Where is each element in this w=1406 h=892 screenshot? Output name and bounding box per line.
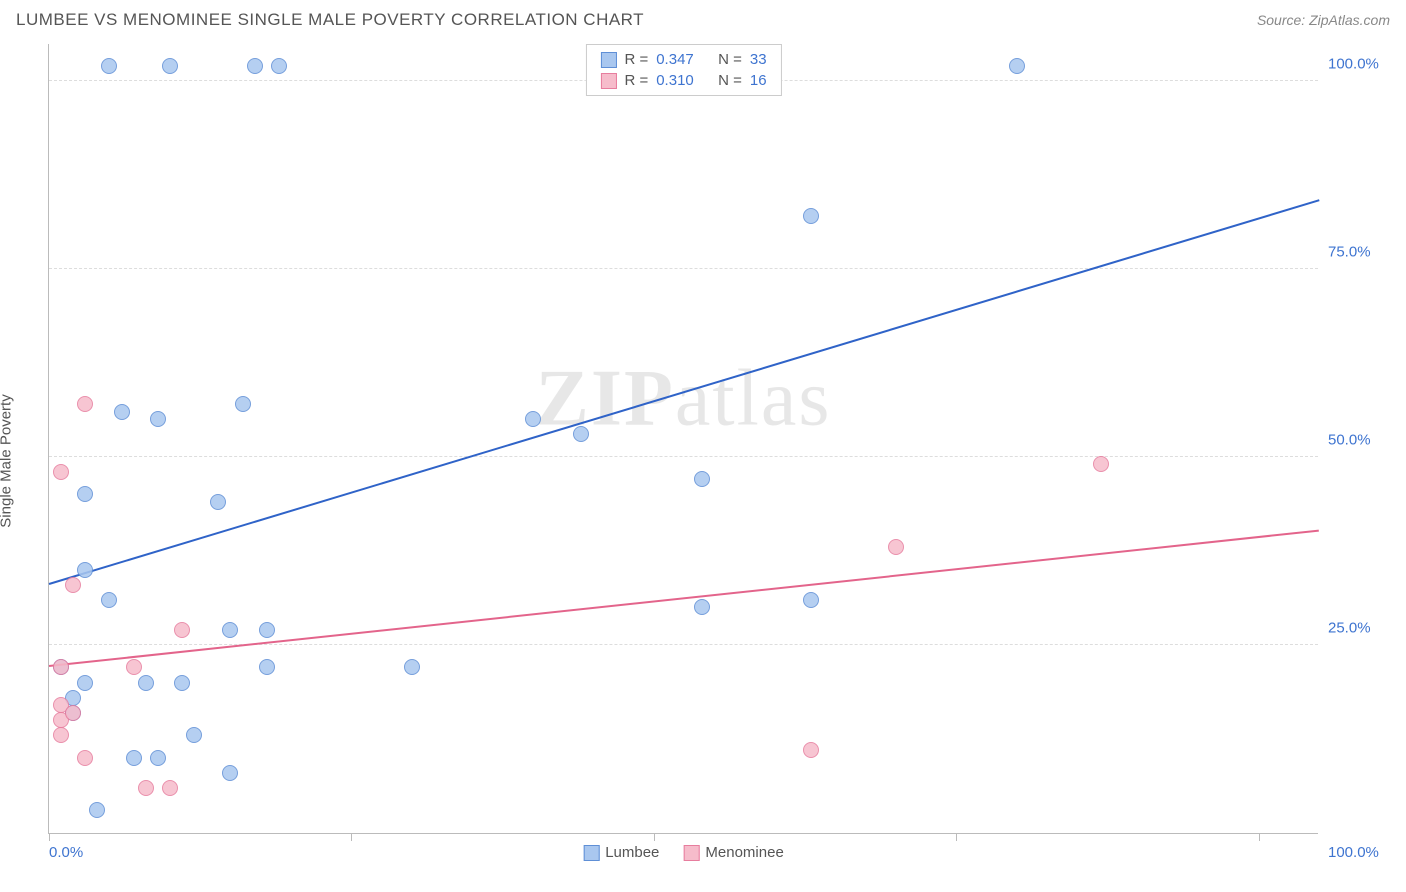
data-point — [150, 411, 166, 427]
source-label: Source: — [1257, 12, 1309, 28]
x-tick — [49, 833, 50, 841]
n-label: N = — [718, 72, 742, 89]
watermark-light: atlas — [675, 355, 832, 443]
data-point — [89, 802, 105, 818]
legend-swatch — [583, 845, 599, 861]
data-point — [888, 539, 904, 555]
data-point — [271, 58, 287, 74]
gridline — [49, 268, 1318, 269]
data-point — [525, 411, 541, 427]
chart-area: Single Male Poverty ZIPatlas 25.0%50.0%7… — [0, 36, 1406, 886]
correlation-row: R = 0.347 N = 33 — [600, 49, 766, 70]
series-legend: Lumbee Menominee — [583, 844, 784, 861]
data-point — [53, 464, 69, 480]
data-point — [65, 705, 81, 721]
data-point — [210, 494, 226, 510]
data-point — [101, 58, 117, 74]
chart-source: Source: ZipAtlas.com — [1257, 12, 1390, 28]
data-point — [101, 592, 117, 608]
data-point — [222, 622, 238, 638]
y-tick-label: 75.0% — [1328, 243, 1388, 260]
legend-label: Menominee — [705, 844, 783, 861]
data-point — [174, 675, 190, 691]
data-point — [803, 208, 819, 224]
data-point — [694, 471, 710, 487]
r-value: 0.310 — [656, 72, 694, 89]
y-axis-label: Single Male Poverty — [0, 394, 15, 527]
data-point — [138, 780, 154, 796]
data-point — [1009, 58, 1025, 74]
data-point — [65, 577, 81, 593]
data-point — [259, 622, 275, 638]
data-point — [77, 396, 93, 412]
x-tick — [654, 833, 655, 841]
x-tick — [1259, 833, 1260, 841]
data-point — [174, 622, 190, 638]
legend-swatch — [600, 73, 616, 89]
source-name: ZipAtlas.com — [1309, 12, 1390, 28]
n-value: 33 — [750, 51, 767, 68]
correlation-legend: R = 0.347 N = 33 R = 0.310 N = 16 — [585, 44, 781, 96]
data-point — [1093, 456, 1109, 472]
chart-title: LUMBEE VS MENOMINEE SINGLE MALE POVERTY … — [16, 10, 644, 30]
data-point — [53, 727, 69, 743]
legend-swatch — [683, 845, 699, 861]
plot-region: ZIPatlas 25.0%50.0%75.0%100.0%0.0%100.0%… — [48, 44, 1318, 834]
data-point — [404, 659, 420, 675]
data-point — [114, 404, 130, 420]
trend-line — [49, 530, 1319, 667]
gridline — [49, 456, 1318, 457]
data-point — [259, 659, 275, 675]
data-point — [694, 599, 710, 615]
y-tick-label: 50.0% — [1328, 431, 1388, 448]
data-point — [162, 58, 178, 74]
r-label: R = — [624, 51, 648, 68]
data-point — [803, 742, 819, 758]
data-point — [186, 727, 202, 743]
data-point — [803, 592, 819, 608]
chart-header: LUMBEE VS MENOMINEE SINGLE MALE POVERTY … — [0, 0, 1406, 36]
legend-label: Lumbee — [605, 844, 659, 861]
trend-line — [49, 199, 1320, 585]
legend-item: Menominee — [683, 844, 783, 861]
data-point — [162, 780, 178, 796]
data-point — [126, 659, 142, 675]
y-tick-label: 100.0% — [1328, 55, 1388, 72]
data-point — [77, 562, 93, 578]
n-label: N = — [718, 51, 742, 68]
legend-swatch — [600, 52, 616, 68]
x-tick-label: 0.0% — [49, 844, 83, 861]
x-tick-label: 100.0% — [1328, 844, 1388, 861]
data-point — [235, 396, 251, 412]
correlation-row: R = 0.310 N = 16 — [600, 70, 766, 91]
x-tick — [351, 833, 352, 841]
legend-item: Lumbee — [583, 844, 659, 861]
data-point — [573, 426, 589, 442]
data-point — [150, 750, 166, 766]
x-tick — [956, 833, 957, 841]
data-point — [247, 58, 263, 74]
data-point — [126, 750, 142, 766]
data-point — [222, 765, 238, 781]
data-point — [138, 675, 154, 691]
data-point — [77, 486, 93, 502]
data-point — [77, 675, 93, 691]
r-value: 0.347 — [656, 51, 694, 68]
n-value: 16 — [750, 72, 767, 89]
data-point — [53, 659, 69, 675]
r-label: R = — [624, 72, 648, 89]
data-point — [77, 750, 93, 766]
y-tick-label: 25.0% — [1328, 619, 1388, 636]
